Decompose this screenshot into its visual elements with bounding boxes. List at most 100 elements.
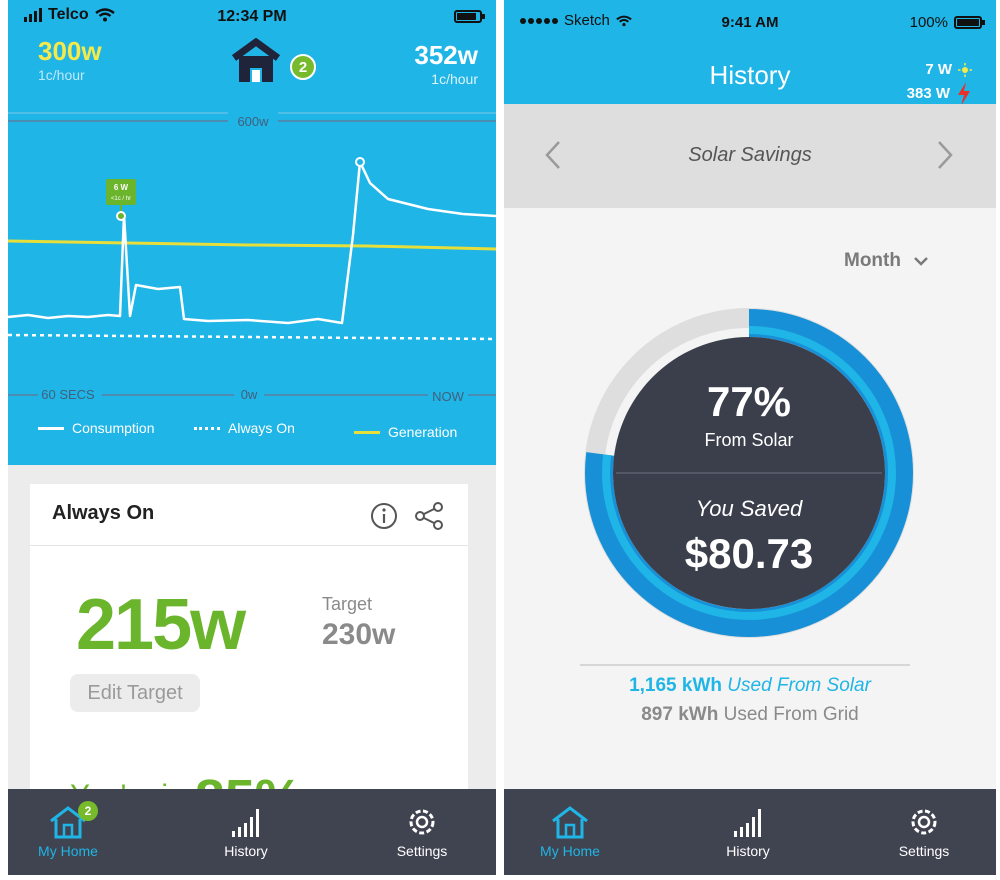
always-on-value: 215w [76,585,246,665]
reading-marker[interactable]: 6 W <1c / hr [106,179,136,221]
tab-my-home[interactable]: My Home [510,805,630,859]
tab-my-home-label: My Home [540,843,600,859]
my-home-screen: Telco 12:34 PM 300w 1c/hour 2 352w [8,0,496,875]
info-icon[interactable] [370,502,398,530]
edit-target-button[interactable]: Edit Target [70,674,200,712]
peak-point [355,157,365,167]
gear-icon [911,809,937,835]
saved-label: You Saved [695,496,803,521]
always-on-line [8,333,496,341]
next-button[interactable] [936,140,954,179]
current-watts: 300w [38,36,102,66]
max-label: 600w [237,114,269,129]
tab-history-label: History [726,843,770,859]
solar-percent-label: From Solar [704,430,794,450]
status-bar: Telco 12:34 PM [8,0,496,34]
tab-history[interactable]: History [688,805,808,859]
home-icon[interactable] [230,38,282,84]
chevron-right-icon [938,141,953,169]
peak-usage: 352w 1c/hour [414,40,478,87]
share-icon[interactable] [414,502,444,530]
grid-usage-label: Used From Grid [723,704,859,725]
signal-icon [24,8,42,22]
target-value: 230w [322,618,396,651]
chart-legend: Consumption Always On Generation [8,420,496,450]
chevron-down-icon [914,257,928,266]
live-usage-panel: Telco 12:34 PM 300w 1c/hour 2 352w [8,0,496,465]
generation-line [8,239,496,251]
consumption-swatch [38,426,64,430]
wifi-icon [616,15,632,26]
period-value: Month [844,250,901,271]
tab-bar: 2 My Home History Settings [8,789,496,875]
generation-swatch [354,430,380,434]
gear-icon [409,809,435,835]
tab-history[interactable]: History [186,805,306,859]
solar-donut-chart [584,308,914,638]
solar-usage-label: Used From Solar [727,675,871,696]
always-on-swatch [194,426,220,430]
previous-button[interactable] [544,140,562,179]
notification-badge: 2 [290,54,316,80]
bar-chart-icon [232,809,259,837]
page-title: History [709,60,791,90]
live-readings: 7 W 383 W [907,58,972,106]
bar-chart-icon [734,809,761,837]
card-header: Always On [30,484,468,546]
current-usage: 300w 1c/hour [38,36,102,83]
solar-usage-summary: 1,165 kWh Used From Solar [504,675,996,697]
history-screen: Sketch 9:41 AM 100% History 7 W [504,0,996,875]
tab-bar: My Home History Settings [504,789,996,875]
carrier-name: Telco [48,6,89,23]
header: Sketch 9:41 AM 100% History 7 W [504,0,996,106]
legend-generation-label: Generation [388,424,458,440]
solar-kwh: 1,165 kWh [629,675,723,696]
signal-icon [520,17,558,24]
donut-solar-arc [585,309,913,637]
card-title: Always On [52,502,155,524]
donut-solar-arc-highlight [602,326,896,620]
grid-usage-summary: 897 kWh Used From Grid [504,704,996,726]
status-bar: Sketch 9:41 AM 100% [504,0,996,34]
zero-label: 0w [241,387,258,402]
wifi-icon [94,8,115,22]
sun-icon [958,63,972,77]
savings-selector: Solar Savings [504,104,996,208]
target-label: Target [322,594,373,614]
legend-always-on-label: Always On [228,420,295,436]
tab-my-home-label: My Home [38,843,98,859]
subheader-title: Solar Savings [688,144,812,166]
time-start-label: 60 SECS [41,387,95,402]
always-on-card: Always On 215w Target 230w Edit Target Y… [30,484,468,829]
tab-settings[interactable]: Settings [362,805,482,859]
chevron-left-icon [545,141,560,169]
grid-now: 383 W [906,85,950,102]
current-rate: 1c/hour [38,67,85,83]
tab-settings-label: Settings [898,843,950,859]
time-now-label: NOW [432,389,465,404]
peak-watts: 352w [414,40,478,70]
saved-value: $80.73 [684,530,814,577]
status-time: 12:34 PM [217,8,287,25]
battery-percent: 100% [909,14,948,31]
summary-divider [580,664,910,666]
battery-icon [954,16,985,29]
solar-now: 7 W [925,61,952,78]
status-time: 9:41 AM [721,14,779,31]
legend-consumption: Consumption [38,420,155,436]
donut-labels: 77% From Solar You Saved $80.73 [584,308,914,638]
grid-kwh: 897 kWh [641,704,719,725]
tab-history-label: History [224,843,268,859]
home-icon [552,806,588,839]
tab-badge: 2 [78,801,98,821]
carrier-name: Sketch [564,12,610,29]
legend-consumption-label: Consumption [72,420,155,436]
tab-my-home[interactable]: 2 My Home [8,801,128,859]
solar-percent: 77% [706,378,792,425]
marker-rate: <1c / hr [111,196,131,202]
tab-settings[interactable]: Settings [864,805,984,859]
tab-settings-label: Settings [396,843,448,859]
live-usage-chart: 600w 60 SECS 0w NOW 6 W <1c / hr [8,112,496,405]
battery-icon [454,10,485,23]
period-dropdown[interactable]: Month [844,250,929,272]
